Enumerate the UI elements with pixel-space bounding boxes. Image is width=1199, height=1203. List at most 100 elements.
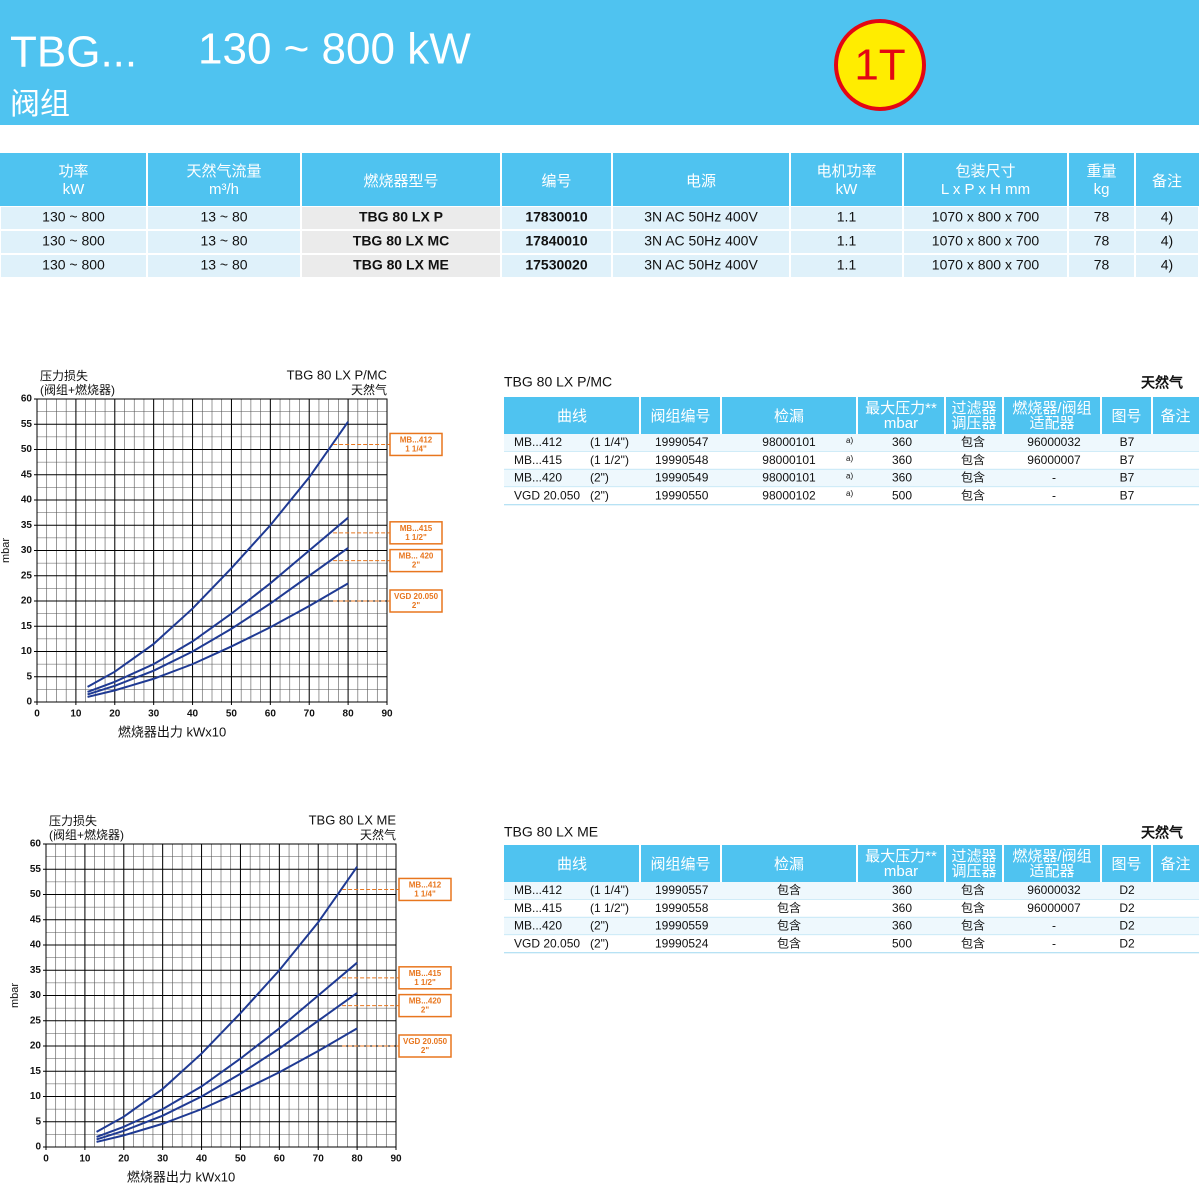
cell-text: a)	[846, 436, 853, 445]
cell-text: B7	[1120, 435, 1135, 449]
column-header: 燃烧器/阀组	[1012, 399, 1091, 417]
table-cell	[904, 255, 1067, 277]
cell-text: 78	[1094, 257, 1110, 273]
column-header: 功率	[58, 163, 88, 180]
x-tick-label: 20	[118, 1154, 130, 1165]
legend-size: 1 1/2"	[414, 978, 436, 987]
legend-box	[398, 877, 452, 902]
cell-text: 1070 x 800 x 700	[932, 257, 1040, 273]
y-tick-label: 0	[26, 697, 32, 708]
table-cell	[1069, 255, 1134, 277]
table-cell	[904, 231, 1067, 253]
cell-text: 包含	[777, 900, 801, 915]
cell-text: D2	[1119, 901, 1135, 915]
cell-text: 包含	[961, 452, 985, 467]
column-header: 图号	[1111, 856, 1141, 873]
cell-text: -	[1052, 488, 1056, 502]
cell-text: -	[1052, 919, 1056, 933]
legend-box	[389, 521, 443, 545]
table-cell	[1, 255, 146, 277]
cell-text: 19990549	[655, 471, 709, 485]
legend-size: 2"	[421, 1046, 429, 1055]
table-row	[504, 882, 1199, 900]
legend-box	[389, 548, 443, 573]
table-cell	[502, 255, 611, 277]
cell-text: (2")	[590, 919, 609, 933]
cell-text: 3N AC 50Hz 400V	[644, 257, 758, 273]
table-cell	[1069, 231, 1134, 253]
cell-text: 96000032	[1027, 883, 1081, 897]
column-header: 包装尺寸	[955, 163, 1015, 180]
x-tick-label: 70	[313, 1154, 325, 1165]
y-tick-label: 45	[30, 914, 42, 925]
cell-text: D2	[1119, 919, 1135, 933]
cell-text: D2	[1119, 936, 1135, 950]
table-cell	[148, 231, 300, 253]
legend-box	[398, 966, 452, 990]
legend-box	[389, 589, 443, 613]
cell-text: 360	[892, 919, 912, 933]
column-header: mbar	[884, 863, 918, 880]
table-cell	[791, 255, 902, 277]
x-tick-label: 10	[79, 1154, 91, 1165]
column-header: 适配器	[1029, 863, 1074, 880]
y-tick-label: 40	[21, 495, 33, 506]
cell-text: 96000007	[1027, 453, 1081, 467]
legend-name: VGD 20.050	[394, 592, 439, 601]
cell-text: (1 1/2")	[590, 453, 629, 467]
cell-text: 500	[892, 936, 912, 950]
cell-text: 19990557	[655, 883, 709, 897]
cell-text: 包含	[961, 918, 985, 933]
cell-text: 包含	[777, 918, 801, 933]
y-tick-label: 50	[21, 444, 33, 455]
header-band	[0, 0, 1199, 125]
cell-text: 1.1	[837, 257, 857, 273]
x-axis-label: 燃烧器出力 kWx10	[127, 1169, 235, 1184]
cell-text: 19990550	[655, 488, 709, 502]
x-tick-label: 70	[304, 709, 316, 720]
cell-text: 98000101	[762, 471, 816, 485]
table-title: TBG 80 LX P/MC	[504, 374, 612, 390]
cell-text: 包含	[961, 900, 985, 915]
cell-text: 1.1	[837, 233, 857, 249]
cell-text: MB...420	[514, 471, 562, 485]
table-cell	[148, 255, 300, 277]
y-tick-label: 10	[30, 1091, 42, 1102]
y-tick-label: 5	[26, 671, 32, 682]
cell-text: VGD 20.050	[514, 488, 580, 502]
table-title: TBG 80 LX ME	[504, 824, 598, 840]
cell-text: (1 1/4")	[590, 883, 629, 897]
legend-name: MB... 420	[399, 552, 434, 561]
cell-text: 17530020	[525, 257, 588, 273]
cell-text: 1.1	[837, 209, 857, 225]
column-header: 曲线	[557, 856, 587, 873]
y-tick-label: 35	[30, 965, 42, 976]
table-cell	[613, 231, 789, 253]
cell-text: MB...412	[514, 883, 562, 897]
x-tick-label: 80	[343, 709, 355, 720]
x-tick-label: 0	[43, 1154, 49, 1165]
column-header: mbar	[884, 415, 918, 432]
y-title: 压力损失	[40, 368, 88, 383]
cell-text: (2")	[590, 471, 609, 485]
cell-text: TBG 80 LX ME	[353, 257, 449, 273]
column-header: 编号	[541, 173, 571, 190]
cell-text: 4)	[1161, 233, 1173, 249]
column-header: 曲线	[557, 408, 587, 425]
column-header: 图号	[1111, 408, 1141, 425]
x-tick-label: 20	[109, 709, 121, 720]
column-header: 调压器	[951, 415, 996, 432]
column-header: 电源	[686, 173, 716, 190]
column-header: 调压器	[951, 863, 996, 880]
table-cell	[613, 207, 789, 229]
column-header: 燃烧器型号	[363, 172, 438, 190]
column-header: 重量	[1086, 163, 1116, 180]
x-tick-label: 30	[157, 1154, 169, 1165]
y-tick-label: 35	[21, 520, 33, 531]
table-cell	[1136, 231, 1198, 253]
table-cell	[791, 207, 902, 229]
table-cell	[148, 207, 300, 229]
table-cell	[791, 231, 902, 253]
table-cell	[502, 231, 611, 253]
